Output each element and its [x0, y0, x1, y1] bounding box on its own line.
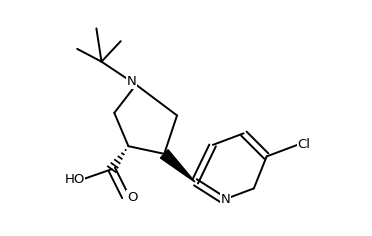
- Text: O: O: [127, 191, 138, 204]
- Text: N: N: [126, 75, 136, 88]
- Polygon shape: [160, 150, 195, 182]
- Text: Cl: Cl: [297, 138, 310, 151]
- Text: N: N: [221, 194, 231, 206]
- Text: HO: HO: [64, 173, 85, 186]
